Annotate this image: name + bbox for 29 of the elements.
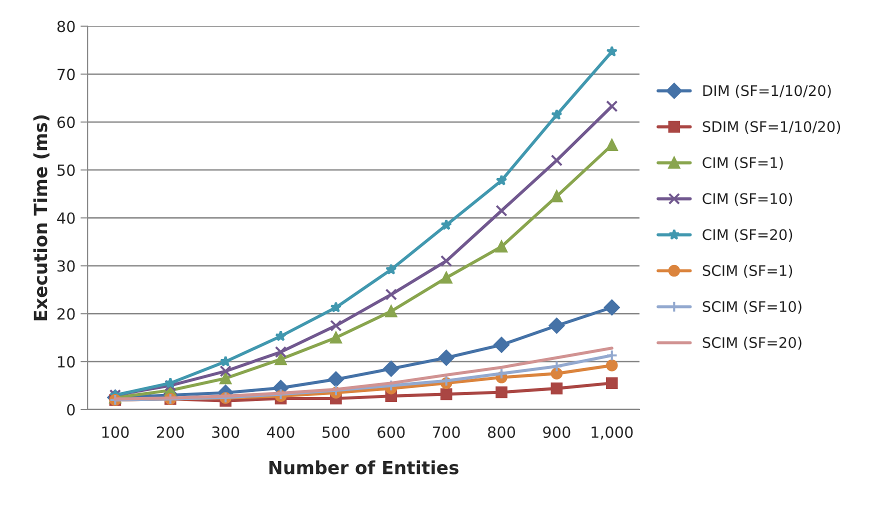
x-tick-label: 300 bbox=[212, 426, 240, 438]
legend-label: SCIM (SF=10) bbox=[702, 300, 802, 314]
x-tick-label: 700 bbox=[432, 426, 460, 438]
y-tick-label: 20 bbox=[57, 308, 75, 320]
y-tick-label: 0 bbox=[67, 404, 75, 416]
y-tick-label: 10 bbox=[58, 356, 75, 368]
x-tick-label: 200 bbox=[156, 426, 184, 438]
legend-label: CIM (SF=1) bbox=[702, 156, 783, 170]
y-tick-label: 60 bbox=[57, 116, 75, 128]
legend-label: SCIM (SF=1) bbox=[702, 264, 792, 278]
x-tick-label: 400 bbox=[266, 426, 294, 438]
x-tick-label: 600 bbox=[378, 426, 405, 438]
y-tick-label: 50 bbox=[58, 164, 75, 176]
legend-label: DIM (SF=1/10/20) bbox=[703, 84, 831, 98]
x-tick-label: 500 bbox=[322, 426, 350, 438]
y-axis-title: Execution Time (ms) bbox=[33, 115, 50, 320]
legend-label: SCIM (SF=20) bbox=[702, 336, 802, 350]
x-axis-title: Number of Entities bbox=[269, 460, 458, 474]
x-tick-label: 900 bbox=[543, 426, 570, 438]
y-tick-label: 70 bbox=[58, 68, 75, 80]
x-tick-label: 100 bbox=[102, 426, 129, 438]
y-tick-label: 80 bbox=[57, 20, 75, 32]
y-tick-label: 40 bbox=[57, 212, 75, 224]
legend-label: SDIM (SF=1/10/20) bbox=[702, 120, 840, 134]
x-tick-label: 1,000 bbox=[592, 426, 633, 440]
x-tick-label: 800 bbox=[488, 426, 516, 438]
y-tick-label: 30 bbox=[58, 260, 75, 272]
legend-label: CIM (SF=10) bbox=[702, 192, 792, 206]
legend-label: CIM (SF=20) bbox=[702, 228, 792, 242]
